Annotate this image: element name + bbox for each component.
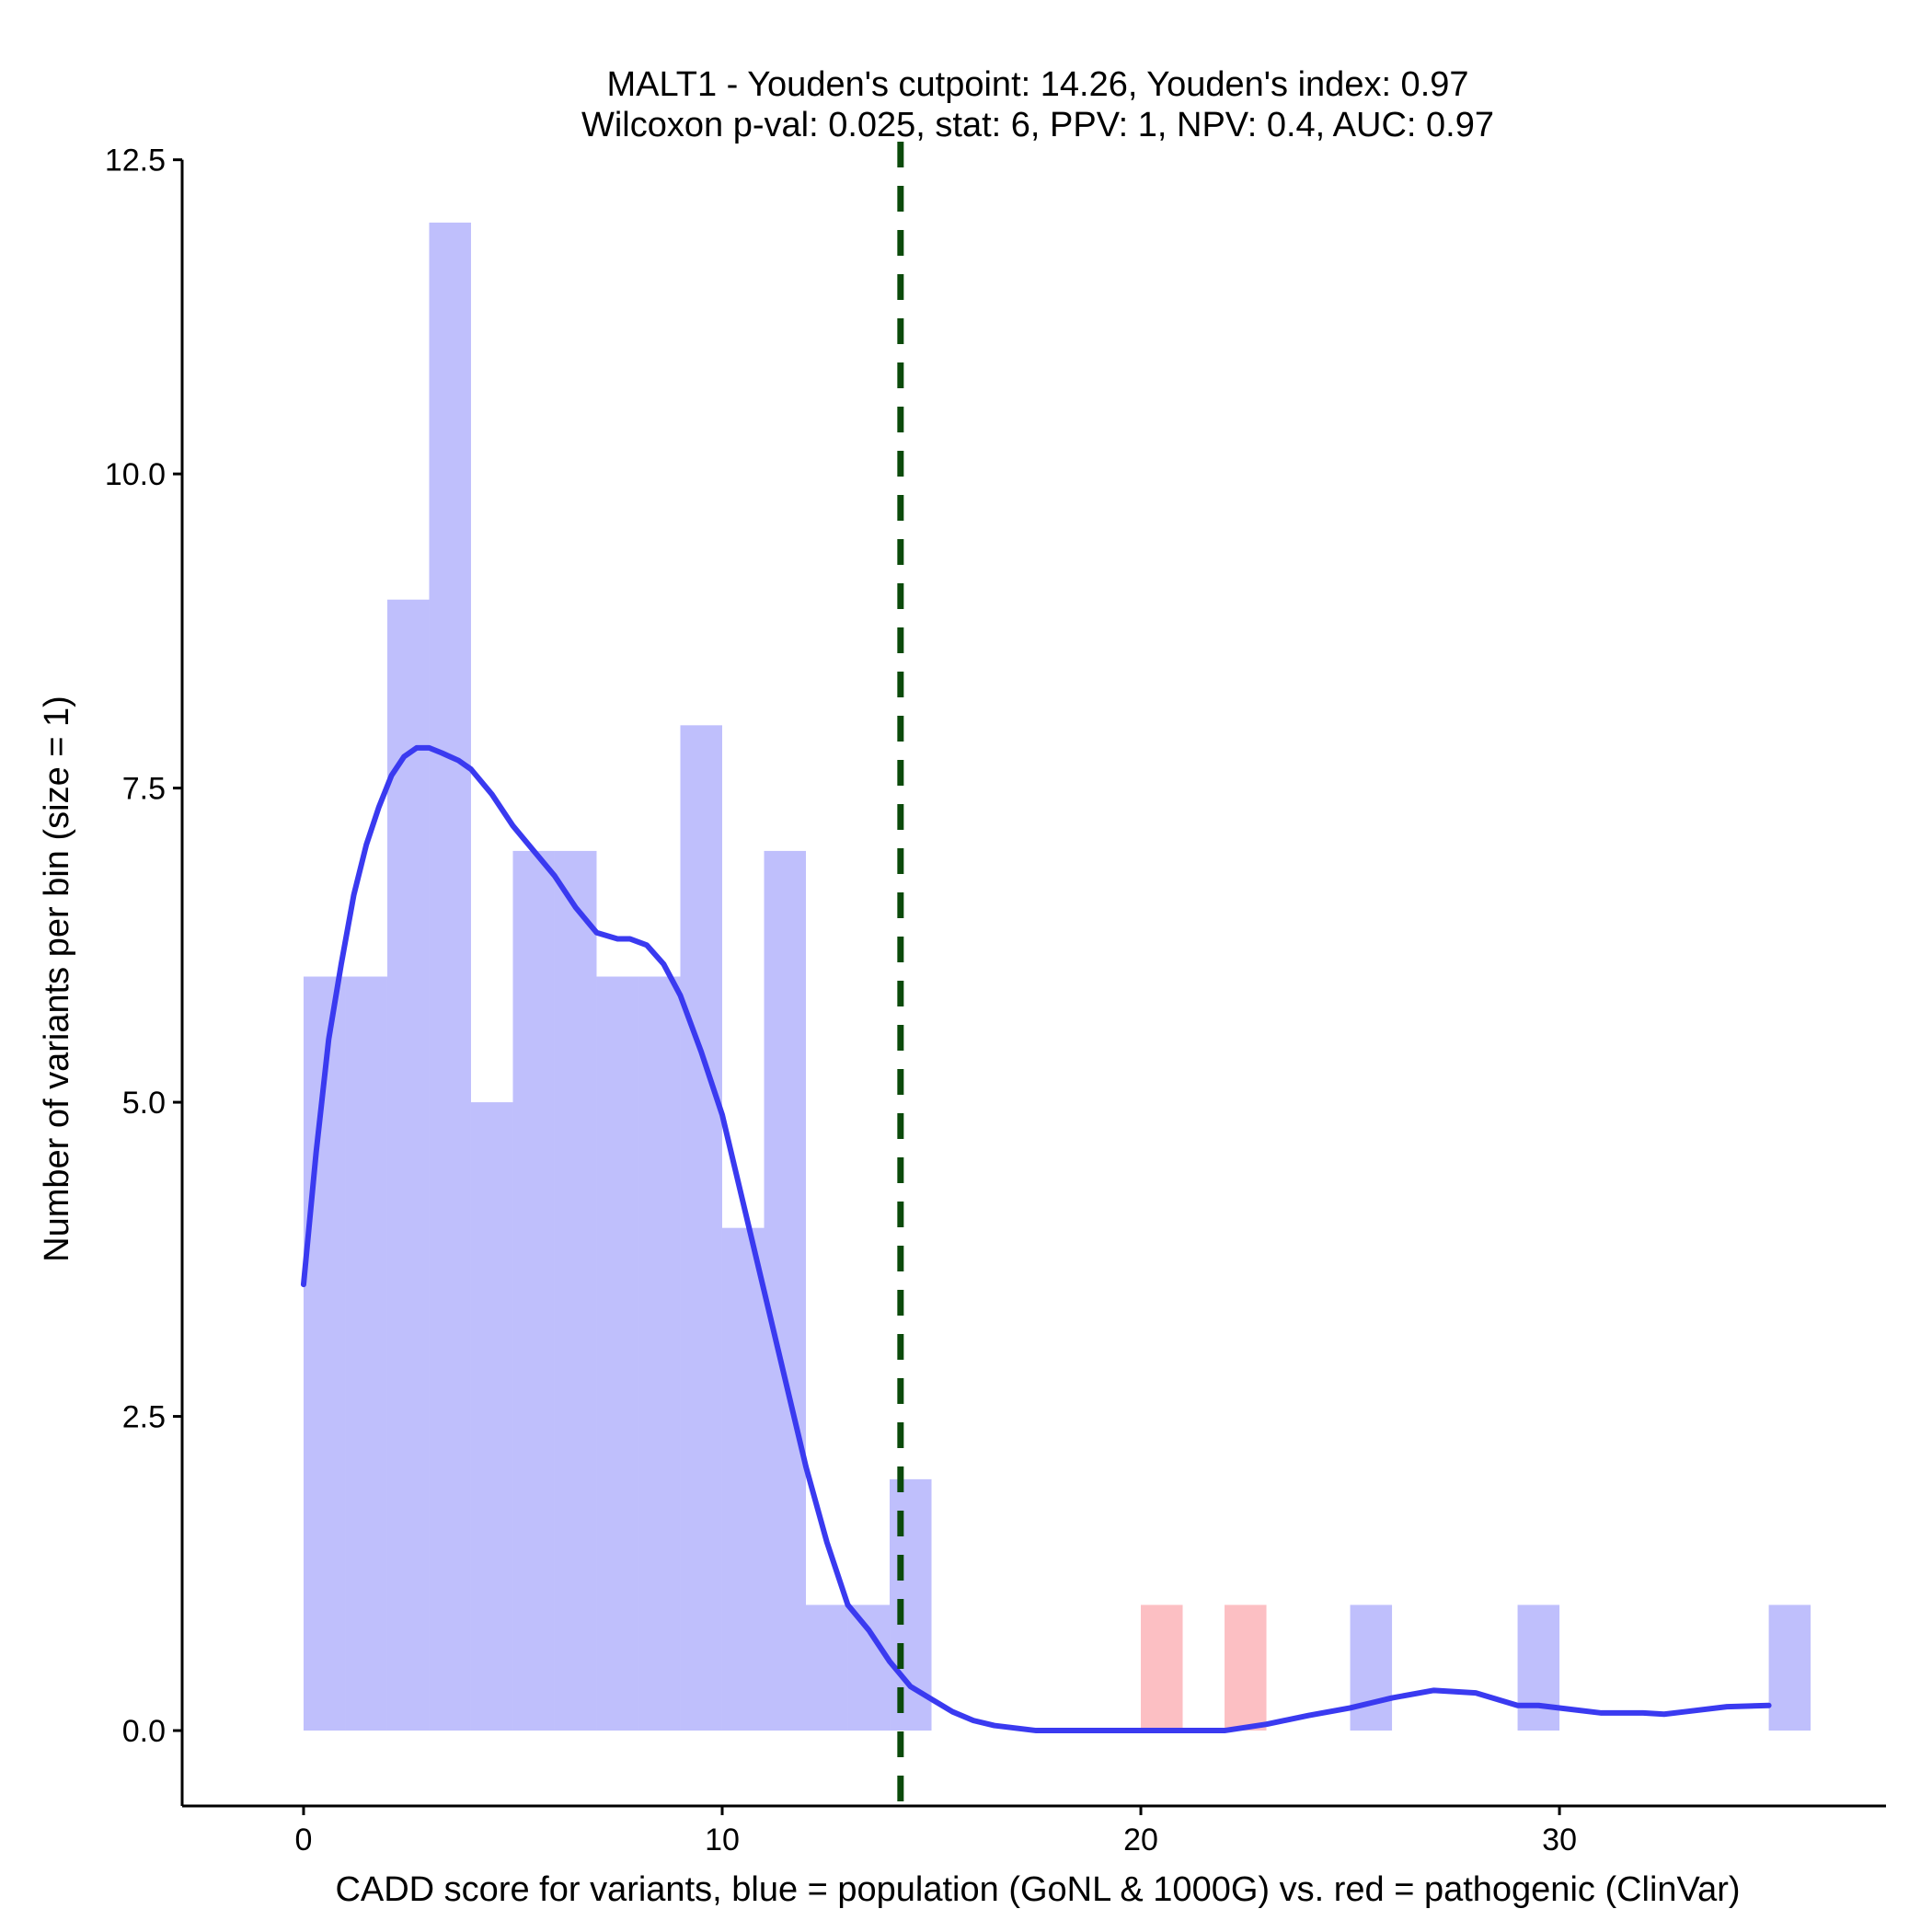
population-bar (680, 725, 722, 1731)
y-tick-label: 5.0 (122, 1086, 166, 1121)
population-bar (596, 976, 638, 1731)
pathogenic-bar (1225, 1604, 1267, 1731)
x-tick-label: 20 (1123, 1823, 1158, 1857)
y-tick-label: 2.5 (122, 1400, 166, 1435)
population-bar (554, 850, 597, 1731)
y-tick-label: 0.0 (122, 1714, 166, 1749)
population-bar (1350, 1604, 1393, 1731)
pathogenic-bar (1141, 1604, 1183, 1731)
y-tick-label: 7.5 (122, 772, 166, 807)
bars-layer (303, 222, 1811, 1731)
x-tick-label: 10 (705, 1823, 740, 1857)
population-bar (345, 976, 387, 1731)
population-bar (386, 599, 430, 1731)
population-bar (722, 1227, 765, 1731)
y-axis-ticks: 0.0 2.5 5.0 7.5 10.0 12.5 (105, 144, 182, 1749)
population-bar (1517, 1604, 1560, 1731)
density-curve (300, 744, 1772, 1734)
x-tick-label: 0 (294, 1823, 312, 1857)
population-bar (847, 1604, 891, 1731)
y-axis-label: Number of variants per bin (size = 1) (38, 696, 76, 1262)
population-bar (470, 1102, 513, 1731)
population-bar (512, 850, 555, 1731)
y-tick-label: 12.5 (105, 144, 166, 178)
population-bar (638, 976, 681, 1731)
population-bar (1768, 1604, 1811, 1731)
x-axis-ticks: 0 10 20 30 (294, 1806, 1577, 1857)
population-bar (429, 222, 471, 1731)
chart-title: MALT1 - Youden's cutpoint: 14.26, Youden… (606, 65, 1468, 104)
x-axis-label: CADD score for variants, blue = populati… (335, 1870, 1740, 1909)
y-tick-label: 10.0 (105, 457, 166, 492)
population-bar (764, 850, 806, 1731)
population-bar (303, 976, 346, 1731)
x-tick-label: 30 (1542, 1823, 1577, 1857)
chart-subtitle: Wilcoxon p-val: 0.025, stat: 6, PPV: 1, … (581, 106, 1494, 144)
population-bar (806, 1604, 848, 1731)
